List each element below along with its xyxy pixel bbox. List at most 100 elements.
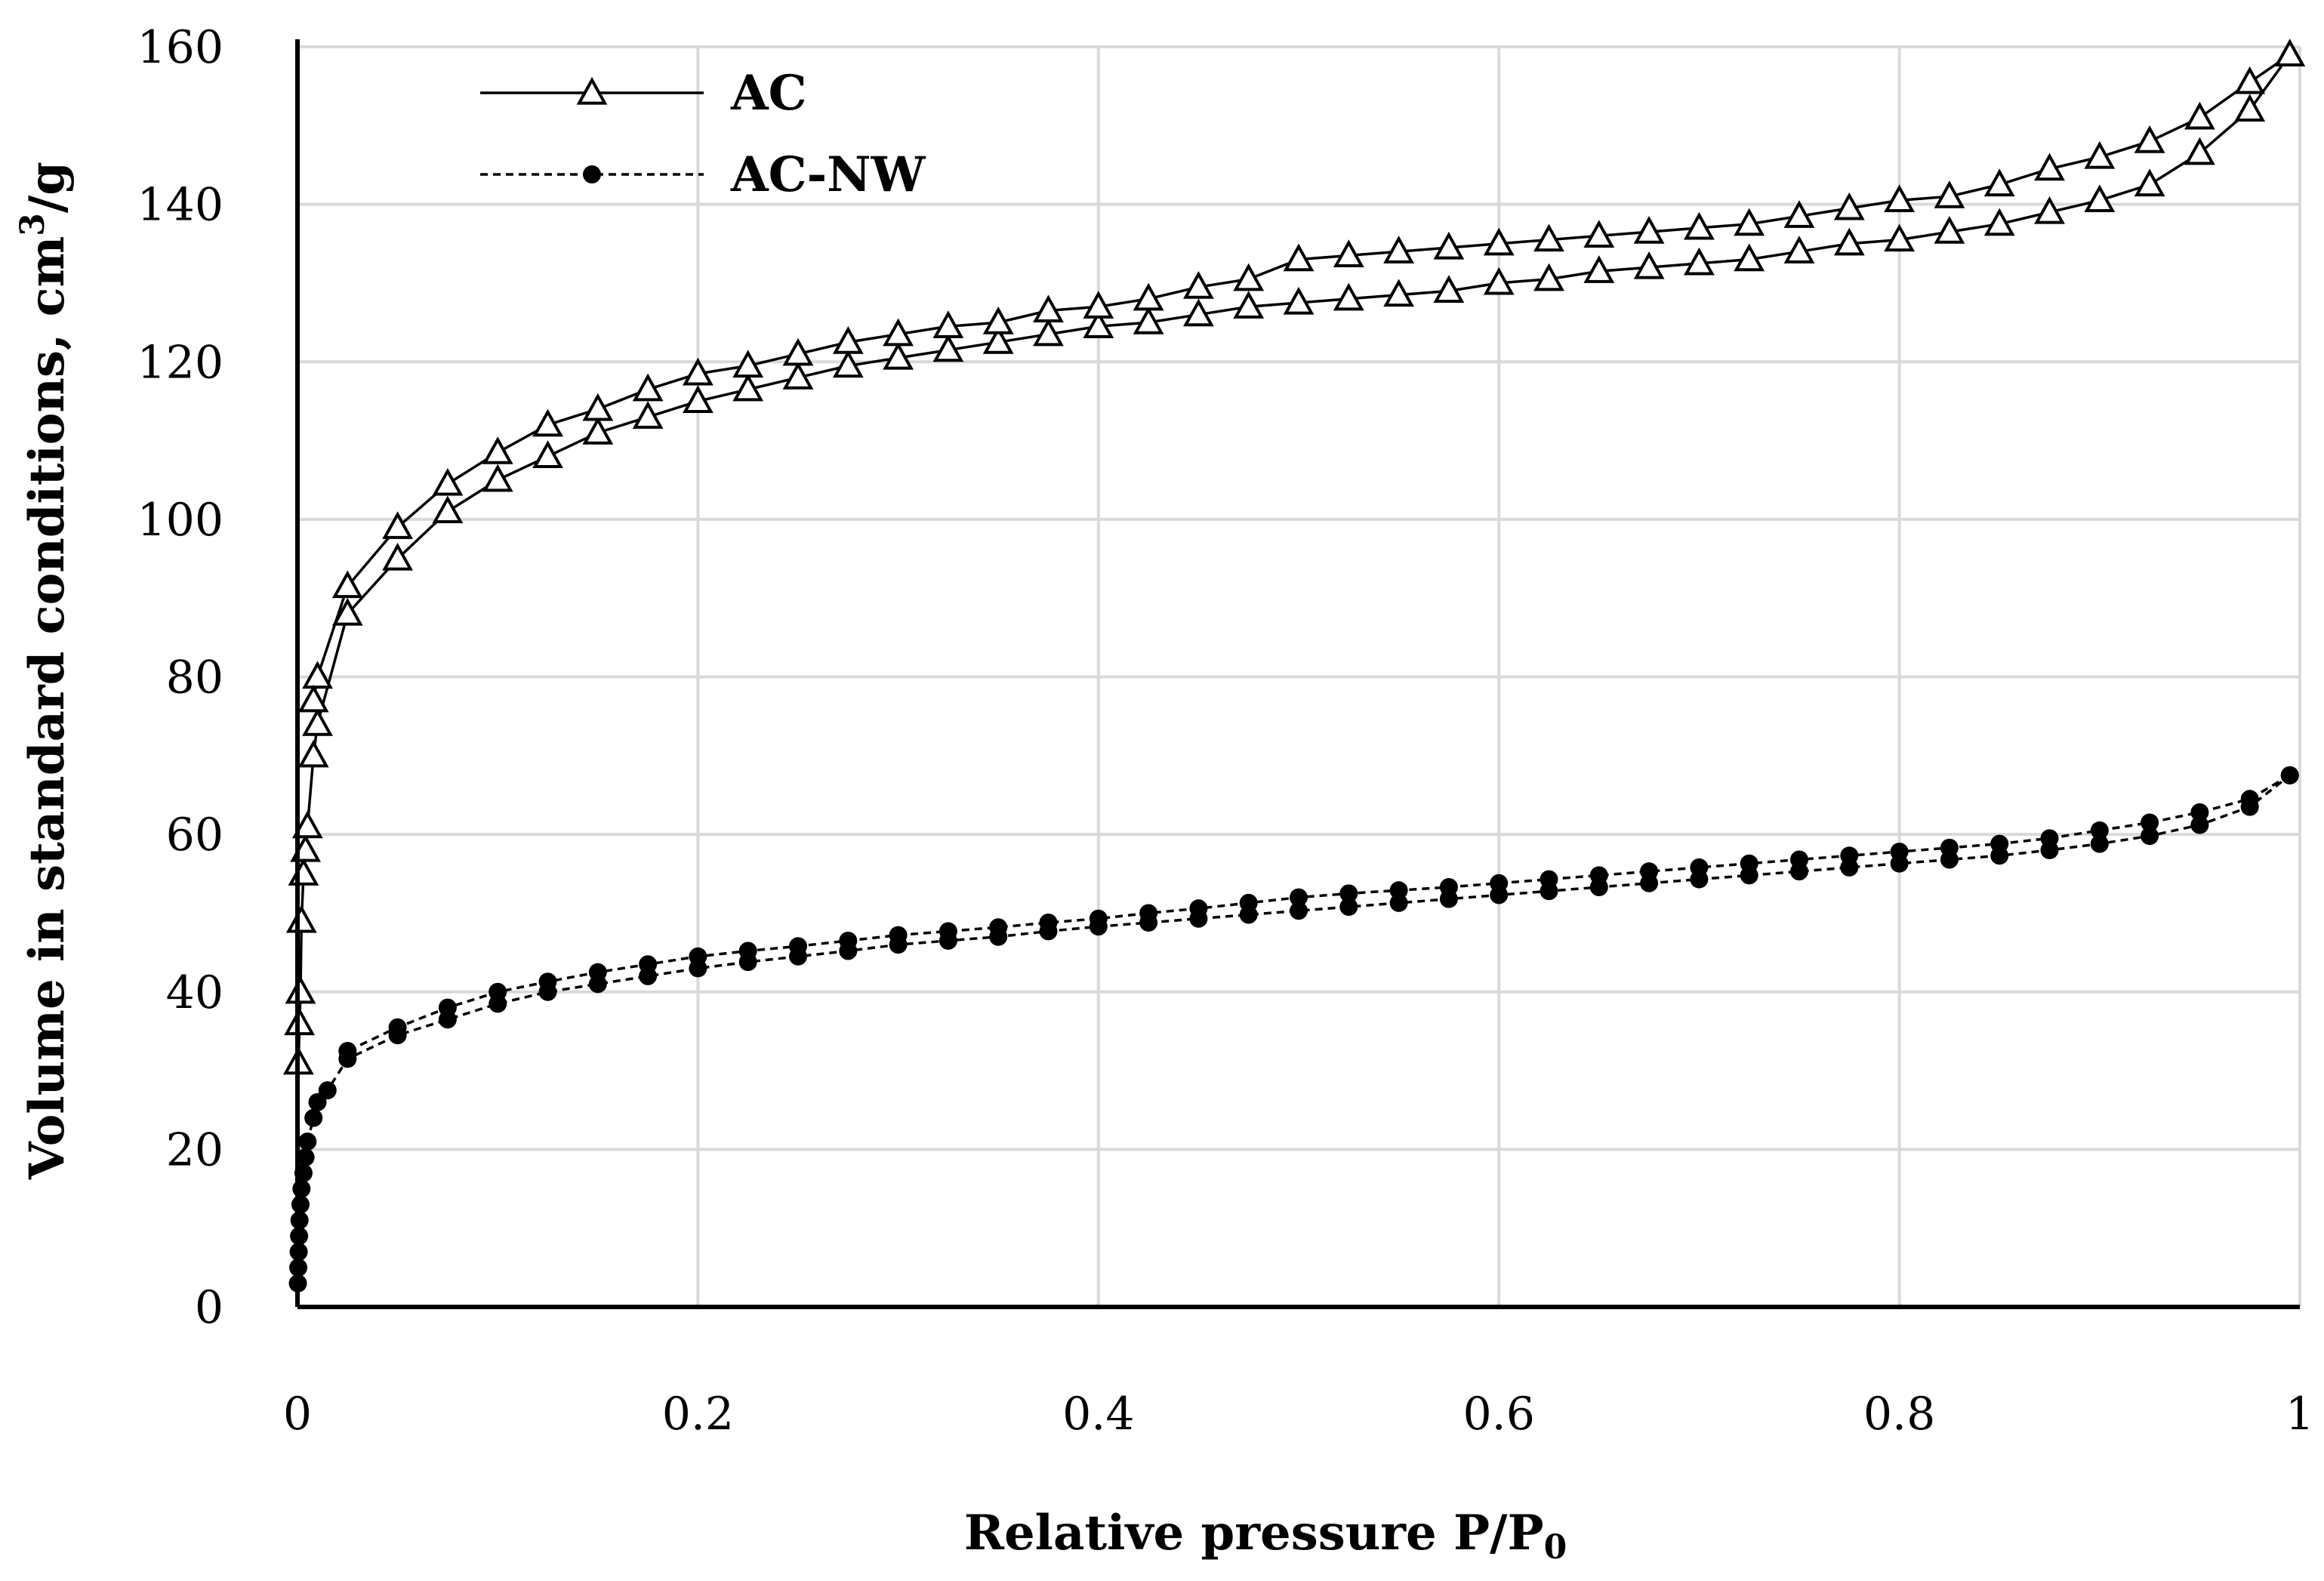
data-point <box>2090 821 2109 840</box>
y-tick-label: 160 <box>137 21 223 74</box>
data-point <box>1734 208 1765 236</box>
data-point <box>2084 140 2116 169</box>
legend-label: AC-NW <box>730 146 926 203</box>
data-point <box>304 1108 323 1127</box>
data-point <box>1383 279 1414 307</box>
legend-marker <box>583 165 601 183</box>
data-point <box>2034 153 2065 181</box>
data-point <box>1684 211 1715 240</box>
desorption-line-ac <box>312 53 2291 701</box>
data-point <box>2184 101 2215 130</box>
data-point <box>2234 94 2266 122</box>
data-point <box>2234 66 2266 94</box>
data-point <box>1133 306 1164 334</box>
data-point <box>382 542 413 571</box>
x-tick-labels: 0 0.2 0.4 0.6 0.8 1 <box>283 1388 2314 1441</box>
data-point <box>438 998 457 1017</box>
data-point <box>382 511 413 539</box>
data-point <box>1790 850 1808 869</box>
legend-marker <box>576 76 608 105</box>
x-axis-title: Relative pressure P/P0 <box>964 1505 1567 1567</box>
data-point <box>2274 39 2306 67</box>
data-point <box>2034 196 2065 224</box>
data-point <box>1740 854 1758 873</box>
markers-ac <box>297 39 2306 713</box>
data-point <box>1033 294 1064 323</box>
data-point <box>632 373 664 402</box>
data-point <box>889 926 908 945</box>
data-point <box>932 334 964 362</box>
data-point <box>2280 766 2299 784</box>
data-point <box>1690 858 1709 877</box>
data-point <box>1133 282 1164 311</box>
y-tick-label: 100 <box>137 494 223 547</box>
axes <box>295 39 2300 1309</box>
data-point <box>1033 318 1064 347</box>
data-point <box>285 975 316 1004</box>
data-point <box>1283 286 1315 315</box>
data-point <box>982 326 1014 354</box>
y-tick-label: 60 <box>166 809 223 861</box>
data-point <box>302 661 333 689</box>
data-point <box>1940 838 1959 857</box>
data-point <box>1233 263 1265 291</box>
data-point <box>2141 827 2159 846</box>
data-point <box>989 918 1008 937</box>
data-point <box>291 810 323 839</box>
data-point <box>388 1018 407 1037</box>
x-tick-label: 0 <box>283 1388 312 1441</box>
data-point <box>1633 216 1665 244</box>
data-point <box>732 350 764 378</box>
y-tick-label: 80 <box>166 652 223 704</box>
data-point <box>288 858 319 886</box>
data-point <box>1990 834 2009 853</box>
data-point <box>297 739 329 768</box>
markers-ac-nw <box>338 766 2299 1060</box>
data-point <box>832 350 864 378</box>
data-point <box>1189 899 1208 918</box>
data-point <box>1884 223 1915 252</box>
data-point <box>432 495 464 524</box>
y-tick-label: 40 <box>166 966 223 1019</box>
data-point <box>1890 843 1909 861</box>
data-point <box>2141 813 2159 832</box>
data-point <box>1583 255 1615 283</box>
x-axis-title-subscript: 0 <box>1544 1528 1567 1567</box>
data-point <box>1983 208 2015 236</box>
data-point <box>2190 815 2209 834</box>
data-point <box>1183 271 1214 299</box>
data-point <box>285 905 317 933</box>
legend: AC AC-NW <box>480 65 926 203</box>
data-point <box>1840 846 1859 865</box>
legend-item-ac: AC <box>480 65 807 122</box>
data-point <box>482 436 513 464</box>
data-point <box>297 684 329 713</box>
data-point <box>1333 239 1364 268</box>
data-point <box>1139 904 1158 923</box>
data-point <box>1383 236 1414 264</box>
data-point <box>432 467 464 496</box>
data-point <box>1533 263 1564 291</box>
data-point <box>1290 888 1308 907</box>
data-point <box>939 922 957 941</box>
data-point <box>1239 893 1258 912</box>
markers-ac <box>282 39 2306 1075</box>
data-point <box>292 1179 311 1198</box>
y-tick-labels: 0 20 40 60 80 100 120 140 160 <box>137 21 223 1334</box>
data-point <box>839 931 858 950</box>
data-point <box>1684 247 1715 276</box>
data-point <box>1339 898 1358 917</box>
y-axis-title-main: Volume in standard conditions, cm <box>19 236 76 1180</box>
data-point <box>1433 231 1465 260</box>
data-point <box>1233 291 1265 319</box>
data-point <box>883 341 914 370</box>
x-tick-label: 1 <box>2285 1388 2314 1441</box>
data-point <box>1089 909 1108 928</box>
data-point <box>331 570 363 599</box>
y-tick-label: 120 <box>137 336 223 389</box>
data-point <box>2040 829 2059 848</box>
data-point <box>1439 878 1458 897</box>
data-point <box>1339 884 1358 903</box>
data-point <box>532 408 563 437</box>
x-tick-label: 0.8 <box>1863 1388 1935 1441</box>
